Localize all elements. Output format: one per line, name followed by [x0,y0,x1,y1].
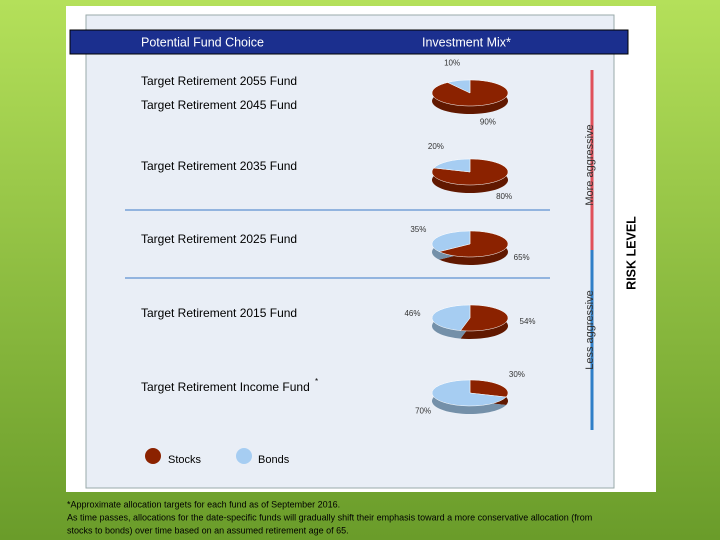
legend-label: Stocks [168,454,202,466]
risk-title: RISK LEVEL [624,216,638,290]
pie-slice [431,379,507,407]
legend-swatch [236,448,252,464]
pie-label: 70% [415,406,431,415]
legend-swatch [145,448,161,464]
footnote: As time passes, allocations for the date… [67,512,592,522]
fund-name: Target Retirement 2025 Fund [141,232,297,246]
pie-label: 65% [514,253,530,262]
fund-name: Target Retirement 2015 Fund [141,306,297,320]
pie-label: 80% [496,192,512,201]
header-mix: Investment Mix* [422,35,511,49]
legend-label: Bonds [258,454,290,466]
pie-label: 35% [410,225,426,234]
header-fund: Potential Fund Choice [141,35,264,49]
fund-name: Target Retirement Income Fund [141,380,310,394]
header-bar [69,29,629,55]
fund-name: Target Retirement 2045 Fund [141,98,297,112]
pie-slice [433,158,471,173]
pie-label: 90% [480,118,496,127]
risk-bottom: Less aggressive [584,290,596,370]
pie-slice [469,379,509,398]
pie-slice [431,230,471,252]
pie-slice [460,304,509,332]
fund-name: Target Retirement 2055 Fund [141,74,297,88]
pie-slice [438,230,509,258]
pie-label: 54% [520,317,536,326]
pie-label: 46% [404,309,420,318]
footnote: stocks to bonds) over time based on an a… [67,525,349,535]
risk-top: More aggressive [584,124,596,205]
fund-name: Target Retirement 2035 Fund [141,159,297,173]
pie-label: 20% [428,142,444,151]
footnote: *Approximate allocation targets for each… [67,499,340,509]
pies: 90% 10% 80% 20% 65% 35% 54% 46% 30% 70% [404,59,535,416]
footnote-mark: * [315,377,318,386]
pie-slice [446,79,471,94]
pie-label: 10% [444,59,460,68]
inner-panel [85,14,615,489]
pie-slice [431,304,471,331]
pie-label: 30% [509,370,525,379]
